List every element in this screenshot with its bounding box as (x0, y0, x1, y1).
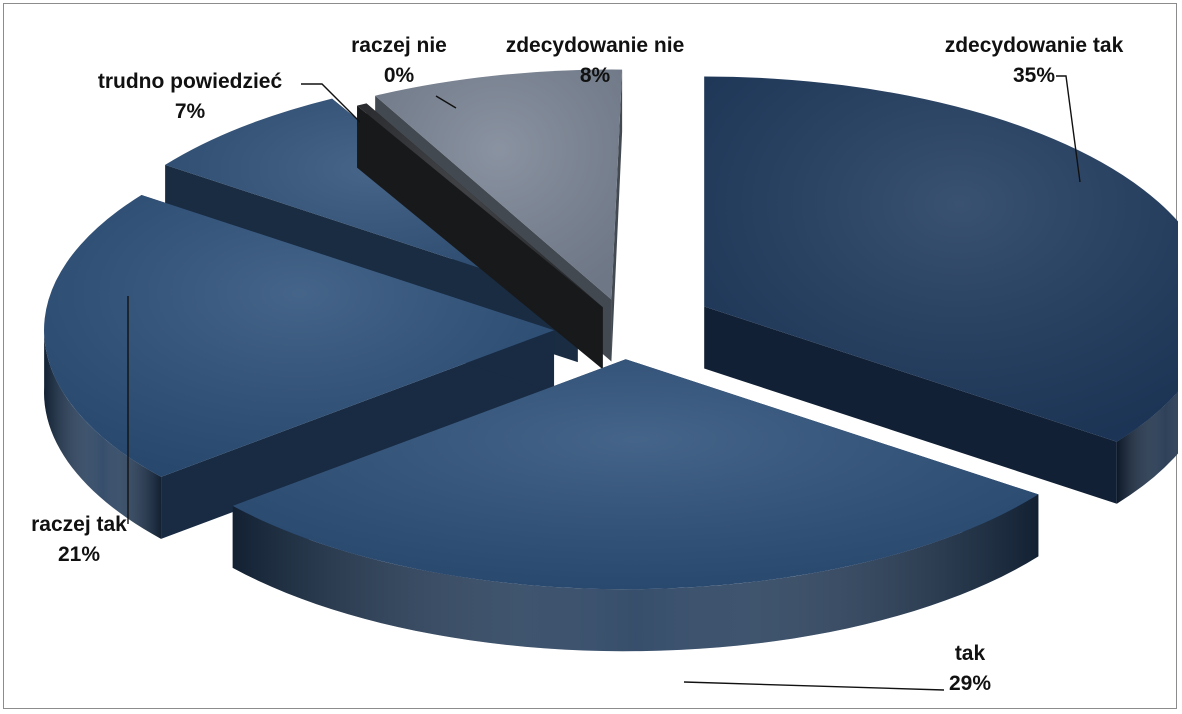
slice-top-gloss (44, 195, 555, 477)
slice-top-gloss (232, 359, 1039, 590)
leader-line-raczej-nie (435, 95, 457, 109)
data-label-zdecydowanie-tak: zdecydowanie tak (945, 34, 1124, 57)
data-label-zdecydowanie-tak-pct: 35% (1013, 64, 1055, 87)
data-label-tak-pct: 29% (949, 672, 991, 695)
leader-line-zdecydowanie-tak (1056, 75, 1081, 183)
slice-top-gloss (357, 103, 603, 308)
pie-slice-raczej-nie (357, 103, 603, 370)
slice-top-gloss (375, 69, 623, 300)
slice-top-gloss (704, 76, 1178, 442)
slice-wall (161, 330, 555, 539)
data-label-tak: tak (955, 642, 986, 665)
pie-slice-raczej-tak (44, 195, 555, 539)
data-label-raczej-tak-pct: 21% (58, 543, 100, 566)
data-label-raczej-nie-pct: 0% (384, 64, 415, 87)
data-label-trudno-powiedziec-pct: 7% (175, 100, 206, 123)
data-label-raczej-nie: raczej nie (351, 34, 447, 57)
chart-frame: zdecydowanie tak 35% tak 29% raczej tak 21% tr… (3, 3, 1178, 709)
slice-rim-shade (44, 324, 162, 539)
leader-line-tak (683, 681, 945, 691)
slice-wall (611, 69, 623, 362)
pie-slice-tak (232, 359, 1039, 652)
slice-rim-shade (1116, 391, 1178, 504)
data-label-trudno-powiedziec: trudno powiedzieć (98, 70, 283, 93)
data-label-zdecydowanie-nie: zdecydowanie nie (506, 34, 685, 57)
data-label-zdecydowanie-nie-pct: 8% (580, 64, 611, 87)
pie-chart: zdecydowanie tak 35% tak 29% raczej tak 21% tr… (31, 34, 1178, 695)
data-label-raczej-tak: raczej tak (31, 513, 127, 536)
slice-wall (366, 103, 603, 370)
slice-rim-shade (232, 494, 1039, 652)
leader-line-trudno-powiedziec (301, 83, 361, 123)
pie-slice-zdecydowanie-tak (704, 76, 1178, 504)
slice-wall (704, 306, 1117, 504)
